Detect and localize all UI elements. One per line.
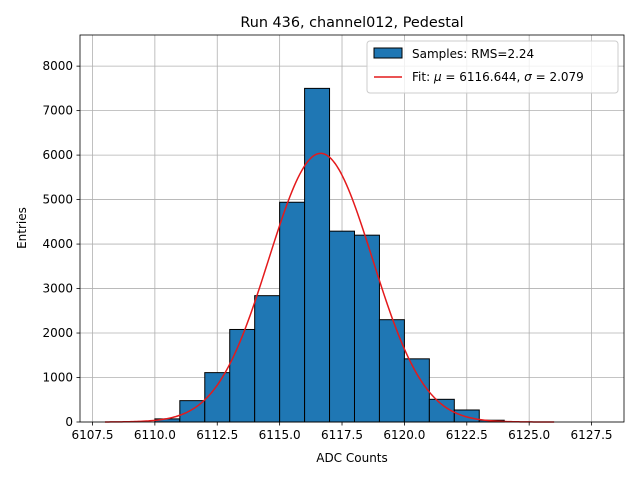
histogram-bar [229,328,256,423]
legend-fit-mu-value: = 6116.644, [442,70,525,84]
x-tick-label: 6117.5 [321,428,363,442]
y-tick-label: 8000 [42,59,73,73]
legend-fit-label: Fit: μ = 6116.644, σ = 2.079 [412,70,584,84]
y-tick-label: 7000 [42,104,73,118]
histogram-bar [353,234,380,423]
histogram-bar [403,358,430,423]
x-tick-label: 6127.5 [571,428,613,442]
x-tick-label: 6120.0 [383,428,425,442]
histogram-bar [453,409,480,423]
y-tick-label: 1000 [42,371,73,385]
y-tick-label: 0 [65,415,73,429]
y-tick-label: 6000 [42,148,73,162]
x-tick-label: 6110.0 [134,428,176,442]
histogram-bar [304,87,331,423]
y-tick-label: 2000 [42,326,73,340]
histogram-bar [329,230,355,423]
x-tick-label: 6125.0 [508,428,550,442]
x-tick-label: 6115.0 [259,428,301,442]
legend-fit-prefix: Fit: [412,70,434,84]
histogram-bar [254,295,281,423]
x-tick-label: 6122.5 [446,428,488,442]
y-axis-label: Entries [15,207,29,249]
legend-fit-sigma-value: = 2.079 [532,70,584,84]
y-tick-label: 3000 [42,282,73,296]
y-tick-label: 5000 [42,193,73,207]
legend-box [366,40,619,94]
x-axis-label: ADC Counts [316,451,388,465]
legend-fit-mu-symbol: μ [433,70,442,84]
x-axis-ticks: 6107.5 6110.0 6112.5 6115.0 6117.5 6120.0 6122… [71,422,613,442]
histogram-bar [204,372,231,423]
y-axis-ticks: 0 1000 2000 3000 4000 5000 6000 7000 8000 [42,59,80,429]
x-tick-label: 6107.5 [71,428,113,442]
plot-area: 6107.5 6110.0 6112.5 6115.0 6117.5 6120.0 6122… [42,34,625,442]
legend-samples-label: Samples: RMS=2.24 [412,47,534,61]
chart-title: Run 436, channel012, Pedestal [240,15,463,31]
histogram-bar [378,319,405,423]
legend-fit-sigma-symbol: σ [524,70,532,84]
y-tick-label: 4000 [42,237,73,251]
gaussian-fit-line [104,152,555,423]
axes-frame [79,34,625,423]
histogram-bar [279,201,306,423]
legend-samples-swatch [373,47,403,59]
x-tick-label: 6112.5 [196,428,238,442]
histogram-bars [154,87,505,423]
legend: Samples: RMS=2.24 Fit: μ = 6116.644, σ =… [366,40,619,94]
